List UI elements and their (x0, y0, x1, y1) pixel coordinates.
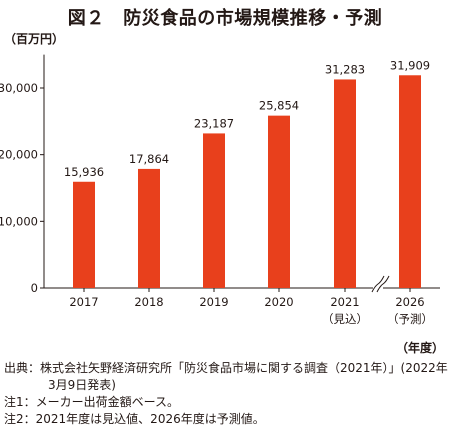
note-1-text: メーカー出荷金額ベース。 (35, 395, 180, 409)
bar-2020 (268, 115, 290, 288)
value-label-2021: 31,283 (325, 62, 365, 76)
note-2-text: 2021年度は見込値、2026年度は予測値。 (35, 412, 265, 426)
chart-title: 図２ 防災食品の市場規模推移・予測 (67, 8, 383, 29)
bar-2018 (138, 168, 160, 288)
bar-chart: 0 10,000 20,000 30,000 15,936 2017 17,864 2018 2… (0, 54, 440, 326)
note-2-lead: 注2： (4, 412, 36, 426)
source-note-continuation: 3月9日発表) (48, 378, 116, 392)
bar-2021 (334, 79, 356, 289)
source-note-lead: 出典： (4, 361, 41, 375)
value-label-2017: 15,936 (64, 165, 104, 179)
value-label-2026: 31,909 (390, 58, 430, 72)
axis-break-mark-left (371, 275, 385, 293)
footnotes: 出典：株式会社矢野経済研究所「防災食品市場に関する調査（2021年）」(2022… (4, 360, 448, 428)
value-label-2018: 17,864 (129, 152, 169, 166)
note-1: 注1：メーカー出荷金額ベース。 (4, 394, 448, 411)
note-1-lead: 注1： (4, 395, 36, 409)
y-tick-label-30000: 30,000 (0, 81, 38, 95)
bar-2026 (399, 75, 421, 288)
category-label-2017: 2017 (69, 295, 98, 309)
y-axis-unit-label: （百万円） (4, 32, 65, 46)
y-tick-label-0: 0 (31, 281, 38, 295)
y-tick-label-20000: 20,000 (0, 148, 38, 162)
x-axis-unit-label: （年度） (395, 341, 444, 355)
y-tick-label-10000: 10,000 (0, 214, 38, 228)
chart-bars (73, 75, 421, 289)
category-label-2026: 2026 (395, 295, 424, 309)
bar-2019 (203, 133, 225, 288)
category-label-2021: 2021 (330, 295, 359, 309)
value-label-2020: 25,854 (259, 99, 299, 113)
bar-2017 (73, 181, 95, 288)
category-label-2019: 2019 (199, 295, 228, 309)
category-sublabel-2021: （見込） (322, 312, 368, 326)
note-2: 注2：2021年度は見込値、2026年度は予測値。 (4, 411, 448, 428)
chart-labels: 0 10,000 20,000 30,000 15,936 2017 17,864 2018 2… (0, 58, 433, 326)
axis-break-mark-right (376, 275, 390, 293)
source-note-text: 株式会社矢野経済研究所「防災食品市場に関する調査（2021年）」(2022年 (40, 361, 448, 375)
source-note: 出典：株式会社矢野経済研究所「防災食品市場に関する調査（2021年）」(2022… (4, 360, 448, 394)
category-sublabel-2026: （予測） (387, 312, 433, 326)
value-label-2019: 23,187 (194, 116, 234, 130)
category-label-2020: 2020 (264, 295, 293, 309)
category-label-2018: 2018 (134, 295, 163, 309)
